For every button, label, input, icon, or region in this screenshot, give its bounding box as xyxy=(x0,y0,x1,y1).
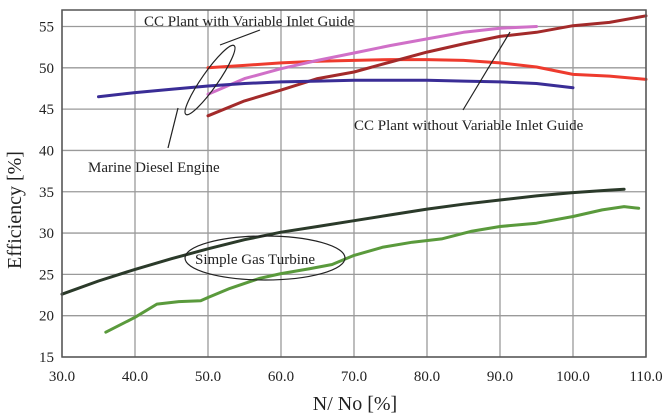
series-line-cc-without-vig xyxy=(206,14,648,118)
marine-diesel-leader xyxy=(167,107,179,149)
annotation-cc-with-vig: CC Plant with Variable Inlet Guide xyxy=(144,14,354,30)
y-tick-label: 25 xyxy=(39,267,54,283)
grid xyxy=(61,10,647,358)
y-tick-label: 50 xyxy=(39,61,54,77)
simple-gt-callout-ellipse xyxy=(184,235,346,281)
series-line-cc-with-vig xyxy=(206,58,648,81)
plot-frame xyxy=(61,9,647,358)
y-axis-title: Efficiency [%] xyxy=(4,151,26,269)
x-tick-label: 50.0 xyxy=(195,369,221,385)
y-tick-label: 35 xyxy=(39,185,54,201)
series-line-marine-diesel xyxy=(97,78,575,99)
x-tick-label: 30.0 xyxy=(49,369,75,385)
y-tick-label: 40 xyxy=(39,143,54,159)
series-line-cc-pink xyxy=(206,25,538,96)
cc-with-vig-callout-ellipse xyxy=(184,44,236,116)
y-tick-label: 15 xyxy=(39,350,54,366)
y-tick-label: 45 xyxy=(39,102,54,118)
x-tick-label: 80.0 xyxy=(414,369,440,385)
tick-labels: 30.0 40.0 50.0 60.0 70.0 80.0 90.0 100.0 110.0 15… xyxy=(39,20,663,385)
y-tick-label: 30 xyxy=(39,226,54,242)
x-tick-label: 60.0 xyxy=(268,369,294,385)
y-tick-label: 20 xyxy=(39,309,54,325)
x-tick-label: 110.0 xyxy=(629,369,662,385)
x-tick-label: 40.0 xyxy=(122,369,148,385)
x-tick-label: 90.0 xyxy=(487,369,513,385)
series-line-simple-gt-green xyxy=(104,205,641,334)
annotation-cc-without-vig: CC Plant without Variable Inlet Guide xyxy=(354,118,584,134)
series-line-simple-gt-dark xyxy=(60,187,626,296)
cc-without-vig-leader xyxy=(462,31,511,111)
y-tick-label: 55 xyxy=(39,20,54,36)
x-axis-title: N/ No [%] xyxy=(313,393,397,414)
cc-with-vig-leader xyxy=(219,29,261,46)
annotation-marine-diesel: Marine Diesel Engine xyxy=(88,160,220,176)
x-tick-label: 100.0 xyxy=(556,369,590,385)
x-tick-label: 70.0 xyxy=(341,369,367,385)
annotation-simple-gas-turbine: Simple Gas Turbine xyxy=(195,252,315,268)
series-lines xyxy=(60,14,648,334)
